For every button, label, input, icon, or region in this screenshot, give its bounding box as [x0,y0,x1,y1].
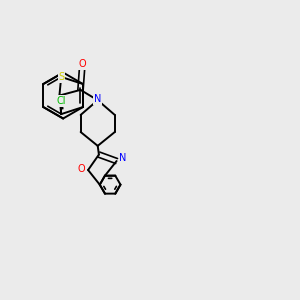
Text: N: N [119,153,127,163]
Text: O: O [78,59,86,69]
Text: S: S [58,72,64,82]
Text: O: O [78,164,86,173]
Text: N: N [94,94,101,104]
Text: Cl: Cl [56,96,66,106]
